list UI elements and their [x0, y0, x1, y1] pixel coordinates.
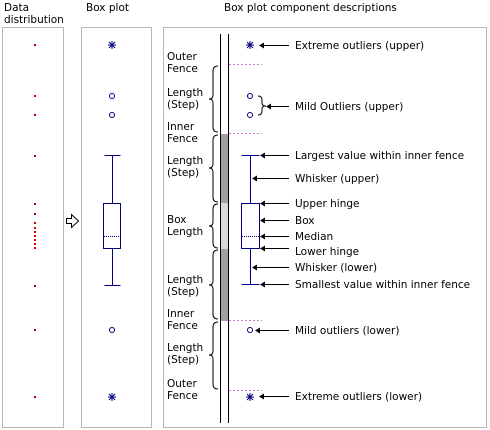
- mild-outlier-upper-marker: [247, 93, 253, 99]
- label-length-step-upper-line1: Length: [167, 87, 203, 99]
- label-length-step-upper-line2: (Step): [167, 99, 199, 111]
- data-point: [34, 155, 36, 157]
- desc-extreme-outliers-upper: Extreme outliers (upper): [295, 40, 424, 52]
- extreme-outlier-upper-marker: [246, 41, 254, 49]
- brackets: [208, 65, 219, 390]
- bracket-length-mid-lower: [208, 249, 219, 320]
- bracket-length-upper: [208, 65, 219, 133]
- description-panel: [163, 27, 487, 428]
- arrow-median: [260, 233, 289, 240]
- bracket-length-lower: [208, 321, 219, 390]
- header-box-plot: Box plot: [86, 2, 129, 14]
- label-box-length-line2: Length: [167, 226, 203, 238]
- fence-markers: [229, 64, 262, 391]
- scale-step-upper: [221, 134, 228, 203]
- bracket-length-mid-upper: [208, 134, 219, 203]
- box: [103, 203, 121, 249]
- label-length-step-lower-line1: Length: [167, 342, 203, 354]
- arrow-extreme-outliers-lower: [259, 393, 289, 400]
- data-point: [34, 222, 36, 224]
- data-distribution-panel: [2, 27, 64, 428]
- desc-whisker-lower: Whisker (lower): [295, 262, 377, 274]
- arrow-whisker-upper: [252, 175, 289, 182]
- arrow-mild-outliers-upper: [266, 103, 289, 110]
- brace-mild-outliers-upper: [257, 95, 267, 116]
- data-point: [34, 95, 36, 97]
- data-point: [34, 231, 36, 233]
- label-length-step-lower-line2: (Step): [167, 354, 199, 366]
- data-point: [34, 243, 36, 245]
- scale-step-lower: [221, 249, 228, 321]
- label-length-step-mid-upper-line2: (Step): [167, 167, 199, 179]
- label-inner-fence-lower-line2: Fence: [167, 320, 198, 332]
- box-plot-panel: [81, 27, 152, 428]
- arrow-mild-outliers-lower: [255, 327, 289, 334]
- label-box-length-line1: Box: [167, 214, 187, 226]
- mild-outlier-upper-marker: [109, 93, 115, 99]
- arrow-largest-value: [260, 152, 289, 159]
- box: [241, 203, 260, 249]
- arrow-smallest-value: [260, 281, 289, 288]
- mild-outlier-upper-marker: [247, 112, 253, 118]
- data-point: [34, 227, 36, 229]
- label-outer-fence-upper-line2: Fence: [167, 63, 198, 75]
- data-point: [34, 235, 36, 237]
- desc-box: Box: [295, 215, 315, 227]
- scale-bar: [220, 34, 229, 423]
- desc-largest-value: Largest value within inner fence: [295, 150, 464, 162]
- annotated-box-plot: [241, 41, 260, 401]
- data-point: [34, 239, 36, 241]
- header-data-distribution-line1: Data: [4, 2, 29, 14]
- mild-outlier-lower-marker: [247, 327, 253, 333]
- header-descriptions: Box plot component descriptions: [224, 2, 397, 14]
- desc-lower-hinge: Lower hinge: [295, 246, 359, 258]
- scale-box-region: [221, 203, 228, 249]
- data-point: [34, 396, 36, 398]
- data-point: [34, 44, 36, 46]
- label-length-step-mid-lower-line2: (Step): [167, 286, 199, 298]
- label-inner-fence-upper-line2: Fence: [167, 133, 198, 145]
- arrow-box: [260, 217, 289, 224]
- bracket-box-length: [208, 203, 219, 249]
- data-point: [34, 247, 36, 249]
- arrow-upper-hinge: [260, 200, 289, 207]
- label-inner-fence-upper-line1: Inner: [167, 121, 195, 133]
- label-outer-fence-upper-line1: Outer: [167, 51, 197, 63]
- label-length-step-mid-lower-line1: Length: [167, 274, 203, 286]
- label-outer-fence-lower-line1: Outer: [167, 378, 197, 390]
- arrow-lower-hinge: [260, 245, 289, 252]
- label-length-step-mid-upper-line1: Length: [167, 155, 203, 167]
- data-point: [34, 329, 36, 331]
- desc-extreme-outliers-lower: Extreme outliers (lower): [295, 391, 422, 403]
- data-point: [34, 203, 36, 205]
- desc-mild-outliers-lower: Mild outliers (lower): [295, 325, 399, 337]
- desc-mild-outliers-upper: Mild Outliers (upper): [295, 101, 403, 113]
- data-point: [34, 213, 36, 215]
- header-data-distribution-line2: distribution: [4, 14, 64, 26]
- arrow-extreme-outliers-upper: [259, 42, 289, 49]
- data-point: [34, 114, 36, 116]
- desc-median: Median: [295, 231, 333, 243]
- label-inner-fence-lower-line1: Inner: [167, 308, 195, 320]
- extreme-outlier-upper-marker: [108, 41, 116, 49]
- extreme-outlier-lower-marker: [246, 393, 254, 401]
- annotation-arrows: [252, 42, 289, 400]
- desc-whisker-upper: Whisker (upper): [295, 173, 379, 185]
- data-points: [34, 44, 36, 398]
- hollow-right-arrow-icon: [66, 213, 80, 229]
- box-plot: [103, 41, 121, 401]
- label-outer-fence-lower-line2: Fence: [167, 390, 198, 402]
- mild-outlier-upper-marker: [109, 112, 115, 118]
- data-point: [34, 285, 36, 287]
- mild-outlier-lower-marker: [109, 327, 115, 333]
- arrow-whisker-lower: [252, 264, 289, 271]
- desc-upper-hinge: Upper hinge: [295, 198, 359, 210]
- desc-smallest-value: Smallest value within inner fence: [295, 279, 470, 291]
- extreme-outlier-lower-marker: [108, 393, 116, 401]
